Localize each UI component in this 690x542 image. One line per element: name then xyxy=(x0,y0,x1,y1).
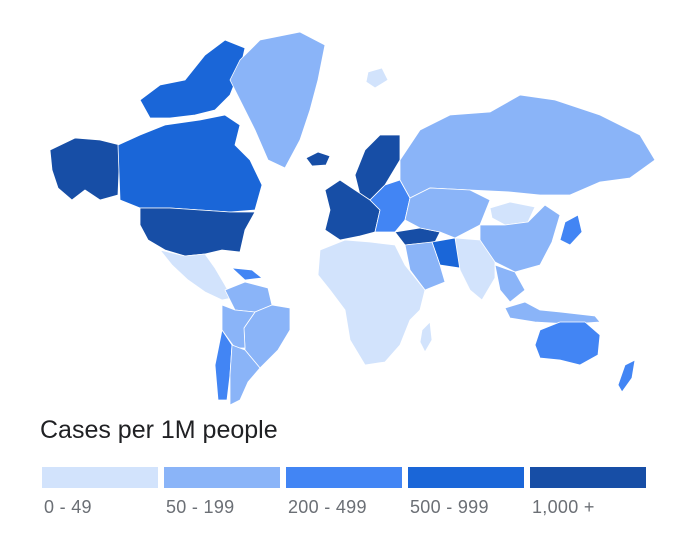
legend-swatch-500-999 xyxy=(408,467,524,488)
region-alaska xyxy=(49,137,121,201)
region-middle-east xyxy=(404,241,446,291)
region-madagascar xyxy=(419,321,433,353)
region-japan xyxy=(559,214,583,246)
region-argentina xyxy=(229,344,261,406)
region-usa xyxy=(139,207,256,257)
legend-swatch-200-499 xyxy=(286,467,402,488)
region-canadian-arctic xyxy=(139,39,246,119)
region-russia xyxy=(399,94,656,199)
legend-swatch-0-49 xyxy=(42,467,158,488)
legend-title: Cases per 1M people xyxy=(40,416,278,444)
legend-label-500-999: 500 - 999 xyxy=(410,497,489,517)
region-mexico-central-america xyxy=(159,249,233,301)
legend-label-200-499: 200 - 499 xyxy=(288,497,367,517)
legend-label-0-49: 0 - 49 xyxy=(44,497,92,517)
world-map xyxy=(49,31,656,406)
region-canada xyxy=(117,114,263,213)
region-new-zealand xyxy=(617,359,636,393)
region-india-south-asia xyxy=(454,237,496,301)
region-svalbard xyxy=(365,67,389,89)
legend-swatch-50-199 xyxy=(164,467,280,488)
region-caribbean xyxy=(231,267,263,281)
region-turkey xyxy=(394,227,441,246)
legend-label-50-199: 50 - 199 xyxy=(166,497,235,517)
region-iceland xyxy=(305,151,331,167)
region-indonesia xyxy=(504,301,601,325)
region-australia xyxy=(534,321,601,366)
region-kazakhstan-central-asia xyxy=(404,187,491,239)
region-greenland xyxy=(229,31,326,169)
legend-swatch-1000-plus xyxy=(530,467,646,488)
region-africa xyxy=(317,239,426,366)
legend-label-1000-plus: 1,000 + xyxy=(532,497,595,517)
region-southeast-asia xyxy=(494,264,526,303)
region-chile xyxy=(214,329,233,401)
